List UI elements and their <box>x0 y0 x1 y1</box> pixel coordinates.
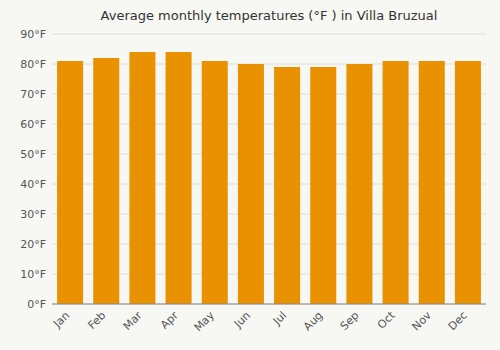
bar <box>383 61 409 304</box>
bar <box>129 52 155 304</box>
y-tick-label: 0°F <box>27 298 46 311</box>
x-tick-label: Oct <box>375 308 398 331</box>
x-tick-label: Mar <box>121 309 145 333</box>
x-tick-label: Feb <box>85 309 108 332</box>
bar <box>238 64 264 304</box>
x-tick-label: Jan <box>50 309 72 331</box>
x-tick-label: May <box>192 309 218 335</box>
x-tick-label: Jul <box>270 309 289 328</box>
y-tick-label: 80°F <box>20 58 46 71</box>
x-tick-label: Nov <box>409 309 434 334</box>
bar <box>166 52 192 304</box>
y-tick-label: 10°F <box>20 268 46 281</box>
x-tick-label: Apr <box>158 309 181 332</box>
y-tick-label: 70°F <box>20 88 46 101</box>
bar <box>455 61 481 304</box>
bar <box>310 67 336 304</box>
bar <box>57 61 83 304</box>
grid-line <box>52 34 486 35</box>
title: Average monthly temperatures (°F ) in Vi… <box>101 8 438 23</box>
chart-container: Average monthly temperatures (°F ) in Vi… <box>0 0 500 350</box>
grid-line <box>52 304 486 305</box>
y-tick-label: 30°F <box>20 208 46 221</box>
bar <box>274 67 300 304</box>
x-tick-label: Jun <box>231 309 253 331</box>
x-tick-label: Dec <box>446 309 470 333</box>
y-tick-label: 20°F <box>20 238 46 251</box>
bar <box>419 61 445 304</box>
chart: Average monthly temperatures (°F ) in Vi… <box>0 0 500 350</box>
x-tick-label: Sep <box>338 309 362 333</box>
bars <box>57 52 481 304</box>
x-axis-line <box>52 304 486 305</box>
bar <box>202 61 228 304</box>
bar <box>93 58 119 304</box>
background <box>0 0 500 350</box>
y-tick-label: 60°F <box>20 118 46 131</box>
y-tick-label: 40°F <box>20 178 46 191</box>
y-tick-label: 50°F <box>20 148 46 161</box>
grid <box>52 34 486 304</box>
x-tick-label: Aug <box>301 309 325 333</box>
bar <box>346 64 372 304</box>
y-tick-label: 90°F <box>20 28 46 41</box>
